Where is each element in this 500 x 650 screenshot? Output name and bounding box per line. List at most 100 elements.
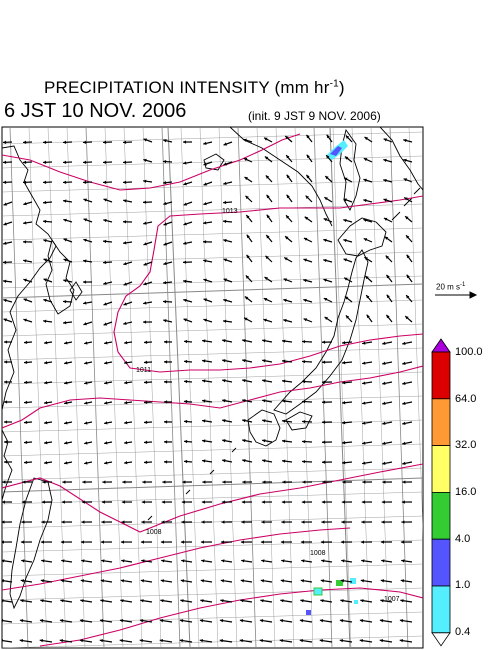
wind-vector-arrow [39, 619, 53, 623]
wind-vector-arrow [401, 559, 413, 563]
wind-vector-arrow [120, 540, 133, 544]
meridian-line [142, 127, 162, 648]
isobar-1008-b [2, 463, 423, 533]
wind-vector-arrow [303, 258, 313, 263]
colorbar-label-64: 64.0 [455, 393, 477, 405]
wind-vector-arrow [406, 254, 413, 263]
wind-vector-arrow [323, 258, 333, 263]
wind-vector-arrow [64, 361, 73, 365]
wind-vector-arrow [143, 360, 153, 365]
wind-vector-arrow [360, 579, 373, 583]
parallel-line [2, 347, 423, 361]
wind-vector-arrow [280, 579, 293, 583]
wind-vector-arrow [222, 219, 233, 224]
wind-vector-arrow [23, 259, 33, 263]
wind-vector-arrow [163, 201, 173, 206]
wind-vector-arrow [182, 480, 193, 484]
wind-vector-arrow [4, 400, 12, 404]
wind-vector-arrow [403, 196, 413, 203]
wind-vector-arrow [23, 221, 33, 225]
wind-vector-arrow [123, 361, 133, 365]
wind-vector-arrow [341, 500, 353, 504]
wind-vector-arrow [82, 140, 93, 144]
wind-vector-arrow [380, 599, 393, 603]
coast-tsushima [69, 281, 83, 301]
wind-vector-arrow [143, 340, 153, 345]
wind-vector-arrow [183, 379, 193, 384]
wind-vector-arrow [82, 280, 93, 284]
wind-vector-arrow [82, 180, 93, 184]
wind-vector-arrow [242, 418, 253, 423]
isobar-1007 [2, 527, 351, 591]
wind-vector-arrow [363, 178, 373, 183]
parallel-line [2, 419, 423, 433]
wind-vector-arrow [382, 421, 393, 425]
parallel-line [2, 131, 423, 145]
wind-vector-arrow [203, 161, 213, 166]
wind-vector-arrow [400, 540, 413, 544]
wind-vector-arrow [321, 420, 333, 424]
wind-vector-arrow [100, 599, 113, 603]
wind-vector-arrow [61, 559, 73, 563]
wind-vector-arrow [323, 297, 333, 303]
wind-vector-arrow [323, 238, 333, 243]
wind-vector-arrow [82, 160, 93, 164]
coast-honshu [273, 249, 369, 415]
isobar-label-1008a: 1008 [146, 529, 162, 536]
wind-vector-arrow [344, 156, 353, 163]
wind-vector-arrow [402, 441, 413, 446]
wind-vector-arrow [2, 559, 13, 563]
wind-vector-arrow [43, 381, 53, 385]
wind-vector-arrow [223, 161, 233, 166]
wind-vector-arrow [283, 298, 293, 303]
meridian-line [408, 127, 423, 539]
wind-vector-arrow [362, 341, 373, 345]
wind-vector-arrow [102, 180, 113, 184]
wind-vector-arrow [262, 459, 273, 463]
wind-vector-arrow [220, 579, 233, 583]
wind-vector-arrow [23, 380, 33, 385]
valid-time: 6 JST 10 NOV. 2006 [4, 100, 187, 122]
wind-vector-arrow [22, 180, 33, 184]
wind-vector-arrow [62, 180, 73, 184]
wind-vector-arrow [385, 255, 393, 263]
wind-vector-arrow [4, 420, 12, 424]
meridian-line [85, 127, 105, 648]
wind-vector-arrow [242, 398, 253, 403]
wind-vector-arrow [104, 401, 113, 405]
wind-vector-arrow [261, 559, 273, 563]
wind-vector-arrow [123, 461, 133, 465]
wind-vector-arrow [241, 520, 253, 524]
wind-vector-arrow [104, 361, 113, 365]
wind-vector-arrow [242, 358, 253, 363]
wind-vector-arrow [382, 381, 393, 385]
wind-vector-arrow [123, 401, 133, 405]
colorbar-swatch [431, 351, 451, 400]
wind-vector-arrow [23, 298, 33, 303]
wind-vector-arrow [343, 277, 353, 283]
wind-vector-arrow [123, 421, 133, 425]
wind-vector-arrow [362, 381, 373, 385]
wind-vector-arrow [179, 619, 193, 623]
wind-vector-arrow [405, 234, 413, 243]
wind-vector-arrow [242, 458, 253, 463]
graticule [2, 127, 423, 648]
wind-vector-arrow [299, 619, 313, 623]
wind-vector-arrow [123, 281, 133, 286]
wind-vector-arrow [142, 200, 153, 204]
wind-vector-arrow [301, 520, 313, 524]
wind-vector-arrow [103, 281, 113, 285]
wind-vector-arrow [321, 360, 333, 364]
wind-vector-arrow [343, 258, 353, 263]
wind-vector-arrow [323, 278, 333, 283]
wind-vector-arrow [340, 540, 353, 544]
wind-vector-arrow [281, 520, 293, 524]
parallel-line [2, 563, 423, 577]
wind-vector-arrow [286, 194, 293, 203]
wind-vector-arrow [282, 439, 293, 443]
wind-vector-arrow [143, 221, 153, 225]
wind-vector-arrow [320, 579, 333, 583]
wind-vector-arrow [99, 619, 113, 623]
coast-china-south [2, 429, 13, 501]
wind-vector-arrow [140, 599, 153, 603]
